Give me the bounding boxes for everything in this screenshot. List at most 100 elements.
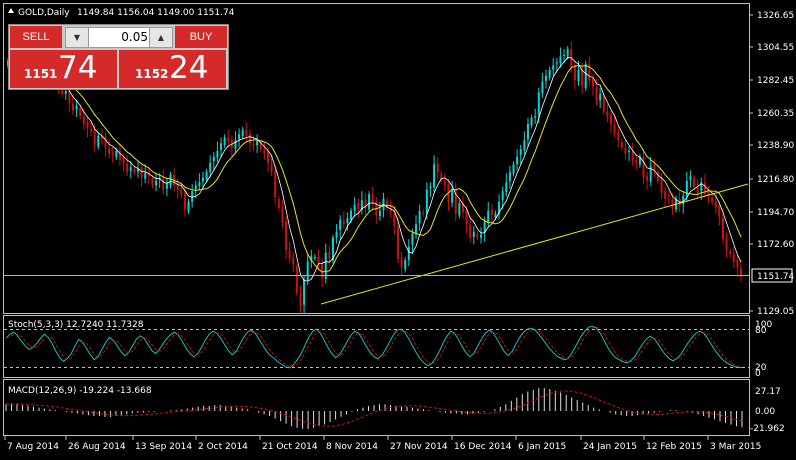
candle-body: [480, 234, 483, 238]
candle-body: [151, 178, 154, 186]
candle-body: [729, 251, 732, 255]
candle-body: [599, 93, 602, 101]
candle-body: [433, 164, 436, 188]
candle-body: [68, 89, 71, 103]
candle-body: [422, 212, 425, 214]
candle-body: [732, 254, 735, 262]
candle-body: [350, 210, 353, 220]
candle-body: [259, 142, 262, 150]
candle-body: [519, 149, 522, 155]
candle-body: [523, 140, 526, 151]
candle-body: [353, 204, 356, 211]
candle-body: [400, 257, 403, 268]
price-axis-label: 1216.80: [757, 175, 794, 185]
candle-body: [133, 169, 136, 172]
candle-body: [566, 48, 569, 57]
candle-body: [339, 219, 342, 230]
candle-body: [97, 135, 100, 147]
candle-body: [418, 210, 421, 224]
candle-body: [469, 225, 472, 238]
candle-body: [118, 150, 121, 160]
candle-body: [534, 116, 537, 118]
candle-body: [212, 156, 215, 161]
candle-body: [93, 130, 96, 145]
bid-price-box[interactable]: 1151 74: [10, 50, 117, 88]
candle-body: [183, 193, 186, 210]
candle-body: [602, 95, 605, 112]
candle-body: [725, 238, 728, 250]
candle-body: [86, 122, 89, 129]
candle-body: [187, 201, 190, 212]
candle-body: [266, 151, 269, 163]
candle-body: [573, 65, 576, 81]
candle-body: [169, 174, 172, 186]
ma-slow-line: [7, 53, 742, 273]
bid-price-prefix: 1151: [24, 67, 58, 81]
lot-size-input[interactable]: 0.05: [121, 30, 148, 44]
candle-body: [61, 88, 64, 94]
symbol-arrow-icon: [8, 8, 14, 13]
candle-body: [324, 252, 327, 280]
candle-body: [610, 114, 613, 124]
candle-body: [342, 220, 345, 225]
time-axis-label: 8 Nov 2014: [326, 442, 378, 452]
candle-body: [541, 81, 544, 94]
price-axis-label: 1172.60: [757, 240, 794, 250]
candle-body: [306, 261, 309, 281]
candle-body: [317, 257, 320, 265]
time-axis-label: 24 Jan 2015: [583, 442, 637, 452]
price-axis-label: 1282.45: [757, 76, 794, 86]
candle-body: [292, 257, 295, 265]
candle-body: [79, 107, 82, 117]
candle-body: [277, 199, 280, 208]
stoch-label: Stoch(5,3,3) 12.7240 11.7328: [8, 320, 144, 330]
candle-body: [559, 56, 562, 64]
candle-body: [194, 185, 197, 190]
lot-decrease-icon[interactable]: ▼: [66, 28, 89, 47]
candle-body: [461, 203, 464, 213]
moving-averages: [7, 52, 742, 282]
candle-body: [548, 69, 551, 78]
candle-body: [378, 210, 381, 217]
stoch-level-100-label: 100: [755, 320, 772, 330]
candle-body: [295, 266, 298, 294]
price-axis-label: 1194.70: [757, 208, 794, 218]
lot-size-stepper[interactable]: ▼ 0.05 ▲: [65, 27, 173, 48]
time-axis-label: 2 Oct 2014: [198, 442, 248, 452]
price-axis-label: 1304.55: [757, 43, 794, 53]
candle-body: [357, 202, 360, 210]
main-pane-frame: [3, 3, 750, 314]
candle-body: [595, 87, 598, 102]
candle-body: [638, 156, 641, 165]
candle-body: [505, 182, 508, 193]
candle-body: [696, 186, 699, 193]
candle-body: [386, 200, 389, 208]
candle-body: [71, 103, 74, 111]
candle-body: [407, 246, 410, 261]
candle-body: [263, 149, 266, 154]
candle-body: [360, 200, 363, 211]
candle-body: [563, 54, 566, 56]
candle-body: [147, 172, 150, 177]
ohlc-readout: 1149.84 1156.04 1149.00 1151.74: [77, 8, 235, 18]
buy-button[interactable]: BUY: [175, 26, 227, 48]
candle-body: [649, 165, 652, 182]
candle-body: [465, 210, 468, 225]
candle-body: [328, 251, 331, 259]
sell-button[interactable]: SELL: [10, 26, 62, 48]
candle-body: [700, 182, 703, 191]
candle-body: [620, 142, 623, 148]
candle-body: [508, 171, 511, 182]
trendline[interactable]: [320, 183, 749, 305]
lot-increase-icon[interactable]: ▲: [149, 28, 172, 47]
symbol-title: GOLD,Daily: [18, 8, 70, 18]
stoch-lines: [5, 325, 743, 369]
candle-body: [201, 177, 204, 182]
time-axis-label: 16 Dec 2014: [454, 442, 512, 452]
candle-body: [155, 180, 158, 186]
candle-body: [429, 186, 432, 188]
ask-price-box[interactable]: 1152 24: [119, 50, 226, 88]
candle-body: [248, 134, 251, 144]
